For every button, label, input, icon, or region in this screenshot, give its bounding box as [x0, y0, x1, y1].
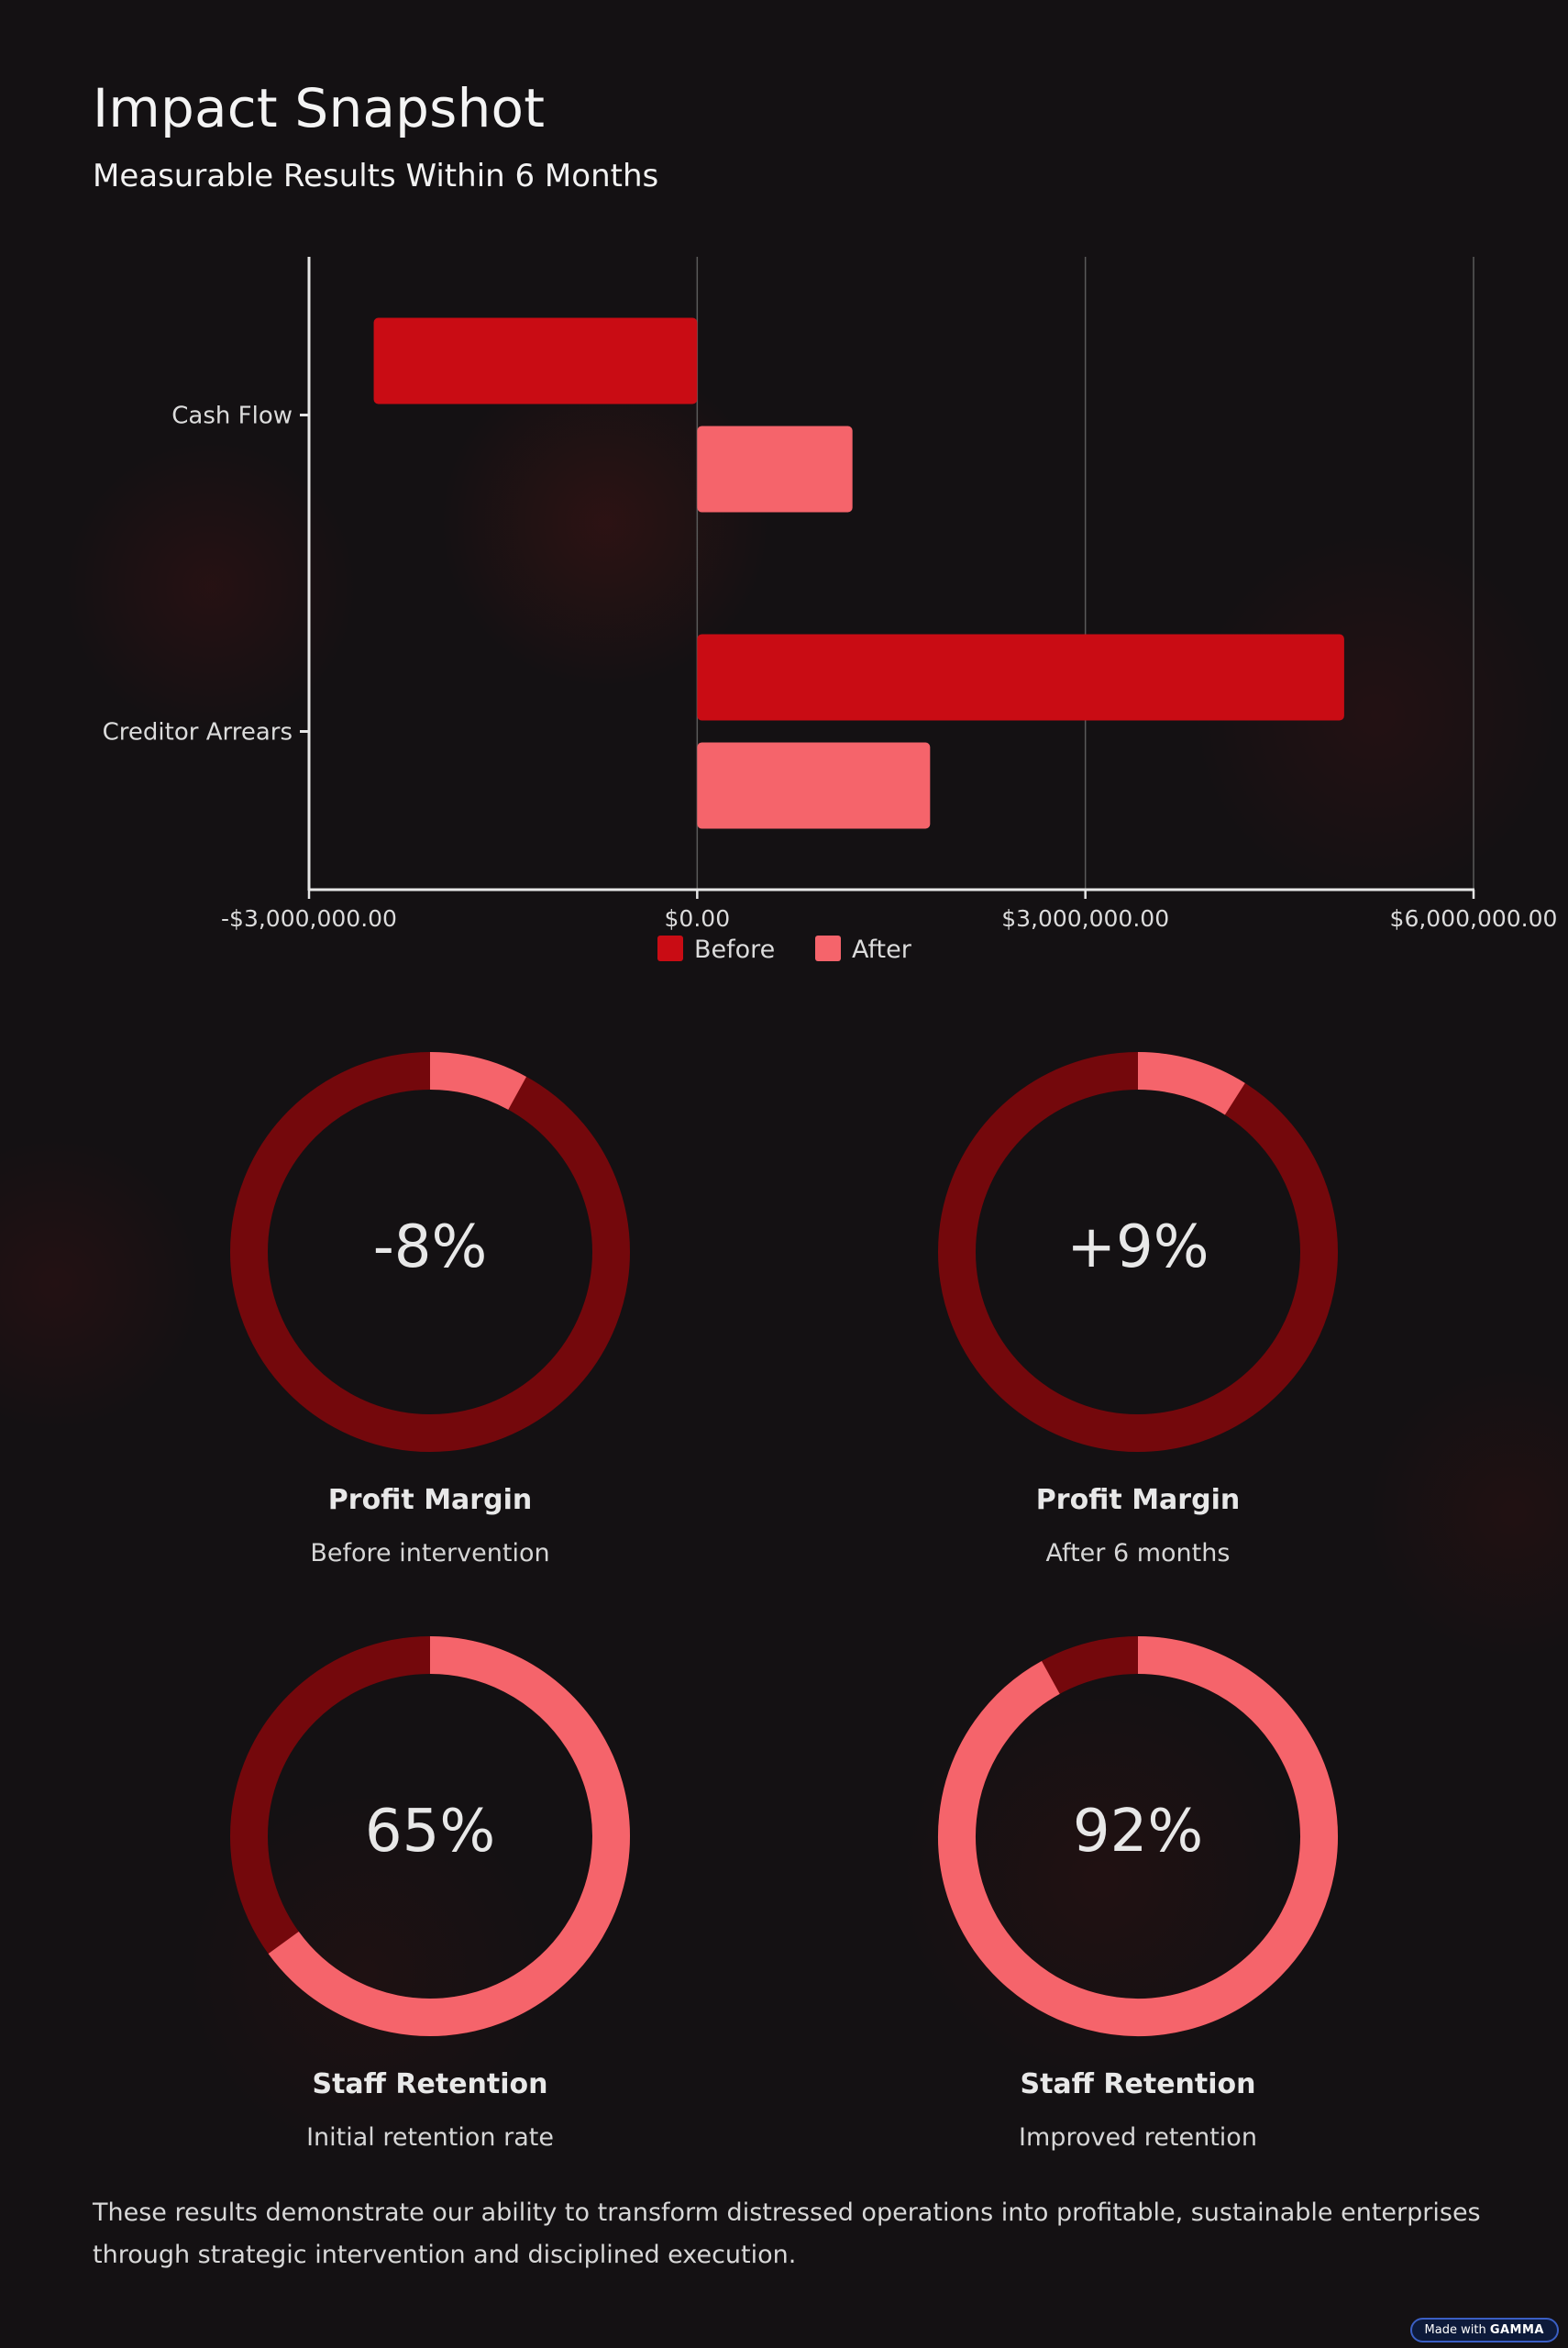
- legend-swatch-before: [657, 936, 683, 961]
- badge-prefix: Made with: [1424, 2323, 1486, 2337]
- legend-label: Before: [694, 936, 775, 964]
- page-title: Impact Snapshot: [93, 77, 546, 139]
- kpi-value: 92%: [1072, 1798, 1204, 1866]
- made-with-gamma-badge[interactable]: Made with GAMMA: [1409, 2318, 1559, 2342]
- donut-ring: [938, 1636, 1338, 2036]
- donut-ring: [938, 1052, 1338, 1452]
- y-tick-label: Creditor Arrears: [103, 719, 293, 747]
- bar-after: [697, 426, 853, 513]
- legend-swatch-after: [815, 936, 841, 961]
- kpi-subtitle: Improved retention: [1019, 2123, 1257, 2152]
- kpi-title: Profit Margin: [1035, 1484, 1241, 1516]
- donut-ring: [230, 1052, 630, 1452]
- kpi-subtitle: Initial retention rate: [306, 2123, 554, 2152]
- kpi-profit-margin-before: -8% Profit Margin Before intervention: [192, 1046, 668, 1567]
- donut-fill: [268, 1636, 630, 2036]
- kpi-profit-margin-after: +9% Profit Margin After 6 months: [900, 1046, 1376, 1567]
- kpi-value: +9%: [1066, 1213, 1209, 1281]
- badge-brand: GAMMA: [1489, 2323, 1544, 2337]
- legend-label: After: [852, 936, 912, 964]
- x-tick-label: $0.00: [665, 905, 731, 932]
- kpi-staff-retention-initial: 65% Staff Retention Initial retention ra…: [192, 1630, 668, 2152]
- kpi-value: -8%: [372, 1213, 488, 1281]
- kpi-subtitle: Before intervention: [310, 1539, 550, 1567]
- y-tick-label: Cash Flow: [171, 403, 293, 430]
- kpi-title: Staff Retention: [1020, 2068, 1256, 2100]
- donut-fill: [429, 1052, 527, 1111]
- bar-after: [697, 742, 931, 829]
- kpi-staff-retention-improved: 92% Staff Retention Improved retention: [900, 1630, 1376, 2152]
- bar-chart: Cash Flow Creditor Arrears -$3,000,000.00 $…: [103, 257, 1558, 964]
- bar-before: [373, 317, 698, 404]
- donut-fill: [938, 1636, 1338, 2036]
- x-tick-label: $6,000,000.00: [1390, 905, 1558, 932]
- summary-paragraph: These results demonstrate our ability to…: [93, 2198, 1481, 2269]
- bar-before: [697, 634, 1344, 721]
- donut-ring: [230, 1636, 630, 2036]
- kpi-value: 65%: [364, 1798, 496, 1866]
- kpi-title: Profit Margin: [327, 1484, 533, 1516]
- x-tick-label: -$3,000,000.00: [221, 905, 397, 932]
- page-subtitle: Measurable Results Within 6 Months: [93, 158, 659, 194]
- kpi-title: Staff Retention: [312, 2068, 548, 2100]
- x-tick-label: $3,000,000.00: [1001, 905, 1169, 932]
- donut-fill: [1137, 1052, 1245, 1115]
- kpi-subtitle: After 6 months: [1045, 1539, 1231, 1567]
